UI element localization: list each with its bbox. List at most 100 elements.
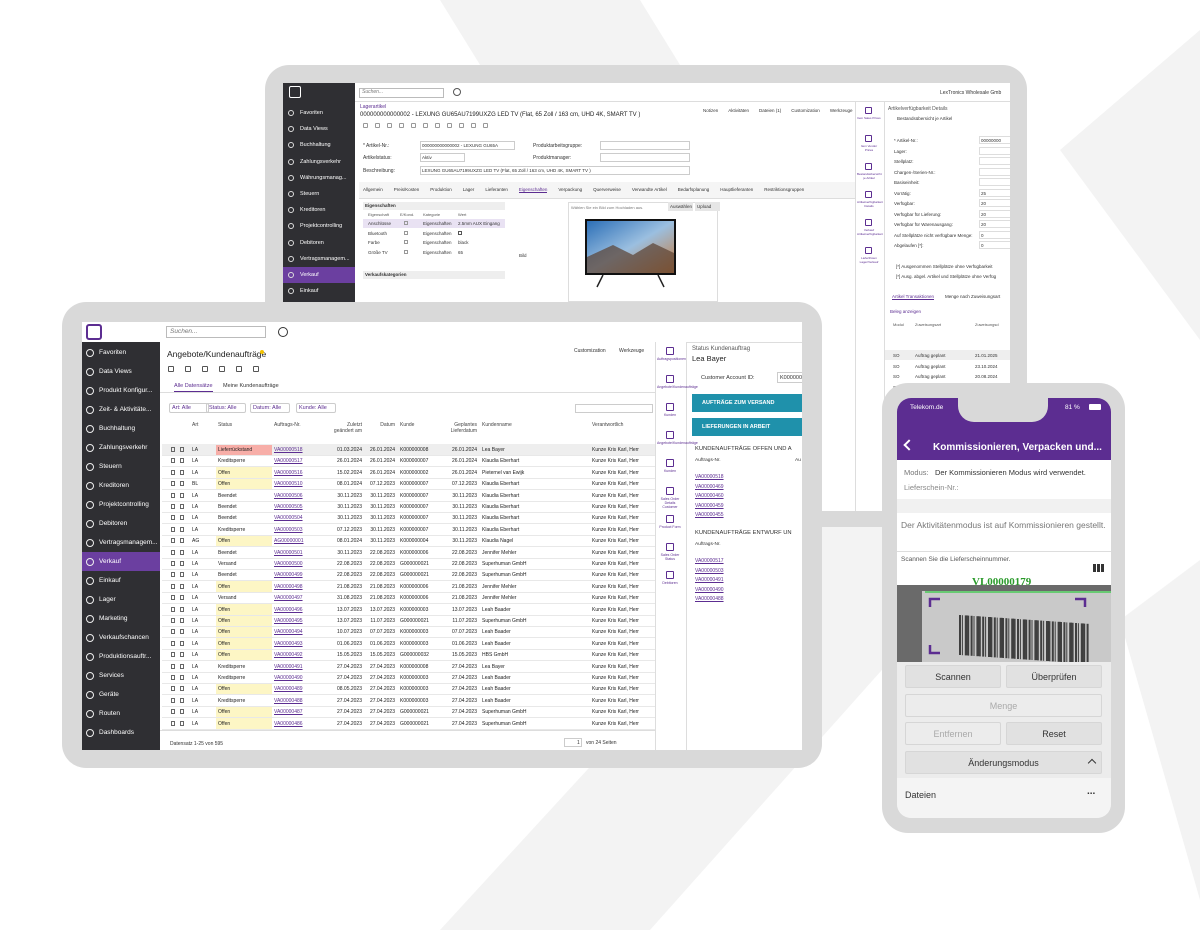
attach-icon[interactable] — [171, 720, 175, 726]
side-icon[interactable] — [865, 135, 872, 142]
tool-icon[interactable] — [363, 123, 368, 128]
history-icon[interactable] — [278, 327, 288, 337]
attach-icon[interactable] — [171, 675, 175, 680]
cell[interactable]: VA00000517 — [274, 458, 303, 465]
doc-icon[interactable] — [180, 720, 184, 726]
checkbox[interactable] — [404, 240, 408, 244]
field-input[interactable] — [600, 153, 690, 162]
side-icon[interactable] — [865, 163, 872, 170]
tab[interactable]: Eigenschaften — [518, 187, 548, 193]
cell[interactable]: VA00000498 — [274, 583, 303, 590]
doc-icon[interactable] — [180, 492, 184, 498]
cell[interactable]: AG00000001 — [274, 538, 304, 545]
cell[interactable]: VA00000494 — [274, 629, 303, 636]
attach-icon[interactable] — [171, 697, 175, 703]
tab[interactable]: Lager — [462, 187, 475, 192]
tool-icon[interactable] — [253, 366, 259, 372]
menu-icon[interactable] — [86, 558, 94, 566]
checkbox[interactable] — [404, 230, 408, 235]
cell[interactable]: VA00000516 — [274, 469, 303, 476]
doc-icon[interactable] — [180, 595, 184, 601]
side-icon[interactable] — [666, 571, 674, 579]
button[interactable] — [905, 751, 1102, 774]
doc-icon[interactable] — [180, 652, 184, 658]
menu-icon[interactable] — [86, 710, 94, 718]
menu-icon[interactable] — [86, 596, 94, 604]
menu-icon[interactable] — [86, 691, 94, 699]
panel-button[interactable] — [692, 394, 802, 412]
tool-icon[interactable] — [483, 123, 488, 128]
page-input[interactable] — [564, 738, 582, 747]
menu-icon[interactable] — [86, 577, 94, 585]
attach-icon[interactable] — [171, 640, 175, 646]
doc-icon[interactable] — [180, 697, 184, 703]
checkbox[interactable] — [404, 221, 408, 225]
cell[interactable]: VA00000506 — [274, 492, 303, 499]
toolbar-item[interactable]: Notizen — [703, 108, 719, 113]
attach-icon[interactable] — [171, 572, 175, 578]
tool-icon[interactable] — [387, 123, 392, 128]
side-icon[interactable] — [865, 107, 872, 114]
toolbar-item[interactable]: Dateien (1) — [759, 108, 782, 113]
field-input[interactable] — [420, 153, 465, 162]
attach-icon[interactable] — [171, 686, 175, 692]
menu-icon[interactable] — [86, 444, 94, 452]
menu-icon[interactable] — [86, 501, 94, 509]
doc-icon[interactable] — [180, 675, 184, 680]
field-input[interactable] — [420, 141, 515, 150]
tab[interactable]: Bedarfsplanung — [677, 187, 710, 192]
button[interactable] — [905, 665, 1001, 688]
field-input[interactable] — [600, 141, 690, 150]
menu-icon[interactable] — [86, 368, 94, 376]
tab[interactable]: Hauptlieferanten — [720, 187, 754, 192]
cell[interactable]: VA00000499 — [274, 572, 303, 579]
menu-icon[interactable] — [86, 653, 94, 661]
menu-icon[interactable] — [86, 729, 94, 737]
attach-icon[interactable] — [171, 583, 175, 589]
search-box[interactable] — [166, 326, 266, 338]
cell[interactable]: VA00000486 — [274, 720, 303, 727]
attach-icon[interactable] — [171, 526, 175, 532]
filter-chip[interactable] — [206, 403, 246, 413]
button[interactable] — [1006, 665, 1102, 688]
side-icon[interactable] — [865, 191, 872, 198]
attach-icon[interactable] — [171, 595, 175, 601]
side-icon[interactable] — [666, 431, 674, 439]
cell[interactable]: VA00000497 — [274, 595, 303, 602]
doc-icon[interactable] — [180, 572, 184, 578]
attach-icon[interactable] — [171, 549, 175, 555]
doc-icon[interactable] — [180, 447, 184, 452]
side-icon[interactable] — [666, 375, 674, 383]
menu-icon[interactable] — [86, 634, 94, 642]
doc-icon[interactable] — [180, 640, 184, 646]
side-icon[interactable] — [666, 347, 674, 355]
doc-icon[interactable] — [180, 458, 184, 464]
cell[interactable]: VA00000492 — [274, 652, 303, 659]
button[interactable] — [905, 694, 1102, 717]
attach-icon[interactable] — [171, 652, 175, 658]
attach-icon[interactable] — [171, 447, 175, 452]
doc-icon[interactable] — [180, 709, 184, 715]
button[interactable] — [695, 202, 720, 211]
menu-icon[interactable] — [86, 349, 94, 357]
tool-icon[interactable] — [471, 123, 476, 128]
checkbox[interactable] — [458, 230, 462, 235]
cell[interactable]: VA00000491 — [274, 663, 303, 670]
cell[interactable]: VA00000503 — [274, 526, 303, 533]
attach-icon[interactable] — [171, 618, 175, 623]
doc-icon[interactable] — [180, 629, 184, 635]
attach-icon[interactable] — [171, 492, 175, 498]
cell[interactable]: VA00000500 — [274, 561, 303, 567]
attach-icon[interactable] — [171, 538, 175, 544]
doc-icon[interactable] — [180, 583, 184, 589]
attach-icon[interactable] — [171, 515, 175, 521]
doc-icon[interactable] — [180, 481, 184, 487]
side-icon[interactable] — [865, 219, 872, 226]
cell[interactable]: VA00000504 — [274, 515, 303, 522]
doc-icon[interactable] — [180, 549, 184, 555]
tool-icon[interactable] — [411, 123, 416, 128]
tab[interactable]: Lieferanten — [485, 187, 508, 192]
favorite-star[interactable] — [260, 350, 264, 354]
doc-icon[interactable] — [180, 561, 184, 566]
tool-icon[interactable] — [202, 366, 208, 372]
